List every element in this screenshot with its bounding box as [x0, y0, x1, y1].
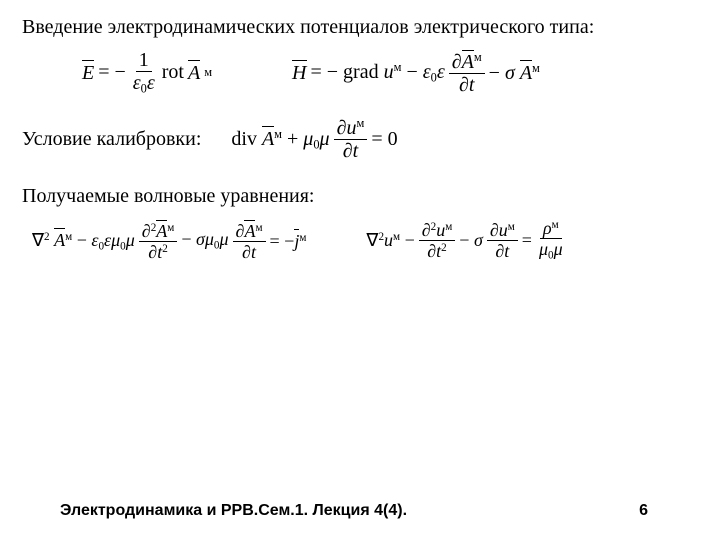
equation-wave-u: ∇2uм − ∂2uм ∂t2 − σ ∂uм ∂t = ρм μ0μ [366, 219, 565, 262]
equation-row-1: E = − 1 ε0ε rot Aм H = − grad uм − ε0ε ∂… [22, 50, 702, 95]
equation-gauge: div Aм + μ0μ ∂uм ∂t = 0 [231, 117, 397, 161]
equation-wave-A: ∇2 Aм − ε0εμ0μ ∂2Aм ∂t2 − σμ0μ ∂Aм ∂t = … [32, 220, 306, 261]
slide-footer: Электродинамика и РРВ.Сем.1. Лекция 4(4)… [0, 502, 720, 520]
paragraph-intro-potentials: Введение электродинамических потенциалов… [22, 14, 702, 40]
equation-row-2: Условие калибровки: div Aм + μ0μ ∂uм ∂t … [22, 117, 702, 161]
equation-row-3: ∇2 Aм − ε0εμ0μ ∂2Aм ∂t2 − σμ0μ ∂Aм ∂t = … [22, 219, 702, 262]
footer-left: Электродинамика и РРВ.Сем.1. Лекция 4(4)… [60, 502, 407, 520]
paragraph-gauge: Условие калибровки: [22, 126, 201, 152]
equation-E: E = − 1 ε0ε rot Aм [82, 50, 212, 95]
page-number: 6 [639, 502, 648, 520]
equation-H: H = − grad uм − ε0ε ∂Aм ∂t − σ Aм [292, 50, 540, 95]
slide-page: Введение электродинамических потенциалов… [0, 0, 720, 540]
paragraph-wave-eqs: Получаемые волновые уравнения: [22, 183, 702, 209]
